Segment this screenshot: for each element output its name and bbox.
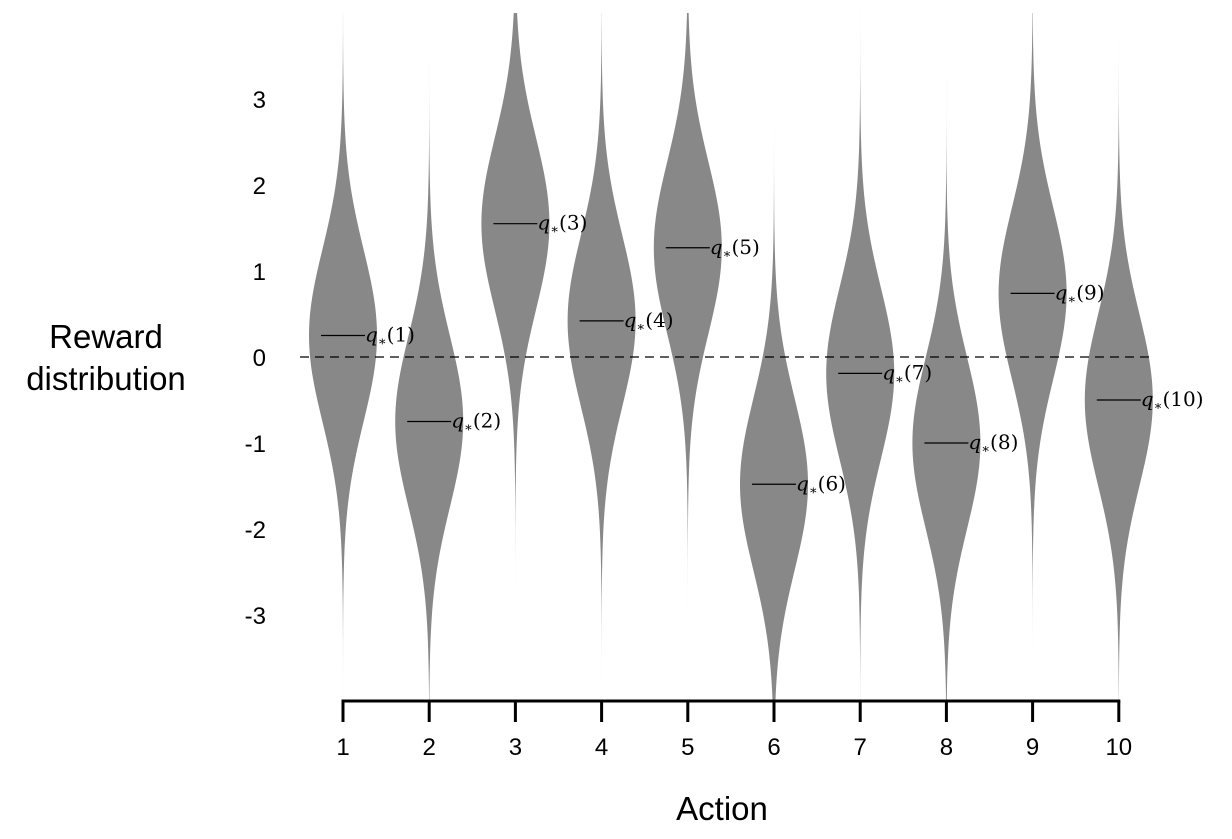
mean-label-action-4: q∗(4) <box>624 308 674 335</box>
y-tick-label: 3 <box>253 87 266 114</box>
x-tick-label: 10 <box>1105 734 1132 761</box>
x-tick-label: 2 <box>423 734 436 761</box>
violin-action-1 <box>309 13 377 701</box>
x-tick-label: 1 <box>336 734 349 761</box>
y-tick-label: -3 <box>245 603 266 630</box>
x-tick-label: 6 <box>767 734 780 761</box>
mean-markers: q∗(1) q∗(2) q∗(3) q∗(4) q∗(5) q∗(6) q∗(7) q∗(8)… <box>321 211 1204 498</box>
violin-action-5 <box>653 13 722 701</box>
x-tick-label: 9 <box>1026 734 1039 761</box>
mean-label-action-6: q∗(6) <box>796 471 846 498</box>
mean-label-action-5: q∗(5) <box>710 235 760 262</box>
x-axis: 1 2 3 4 5 6 7 8 9 10 <box>336 699 1132 761</box>
y-axis-label-line-2: distribution <box>26 360 186 397</box>
x-tick-label: 7 <box>854 734 867 761</box>
mean-label-action-7: q∗(7) <box>882 360 932 387</box>
mean-label-action-8: q∗(8) <box>968 430 1018 457</box>
y-tick-label: 2 <box>253 173 266 200</box>
violin-action-2 <box>395 13 464 701</box>
mean-label-action-2: q∗(2) <box>451 409 501 436</box>
y-tick-label: -2 <box>245 517 266 544</box>
violin-action-9 <box>998 13 1067 701</box>
mean-label-action-10: q∗(10) <box>1141 387 1204 414</box>
x-axis-label: Action <box>676 790 768 827</box>
y-tick-label: 0 <box>253 345 266 372</box>
mean-label-action-3: q∗(3) <box>537 211 587 238</box>
mean-label-action-1: q∗(1) <box>365 323 415 350</box>
y-axis-ticks: -3 -2 -1 0 1 2 3 <box>245 87 266 630</box>
x-tick-label: 5 <box>681 734 694 761</box>
x-tick-label: 8 <box>940 734 953 761</box>
x-tick-label: 3 <box>509 734 522 761</box>
y-tick-label: 1 <box>253 259 266 286</box>
y-tick-label: -1 <box>245 431 266 458</box>
y-axis-label-line-1: Reward <box>49 318 163 355</box>
x-tick-label: 4 <box>595 734 608 761</box>
mean-label-action-9: q∗(9) <box>1055 280 1105 307</box>
